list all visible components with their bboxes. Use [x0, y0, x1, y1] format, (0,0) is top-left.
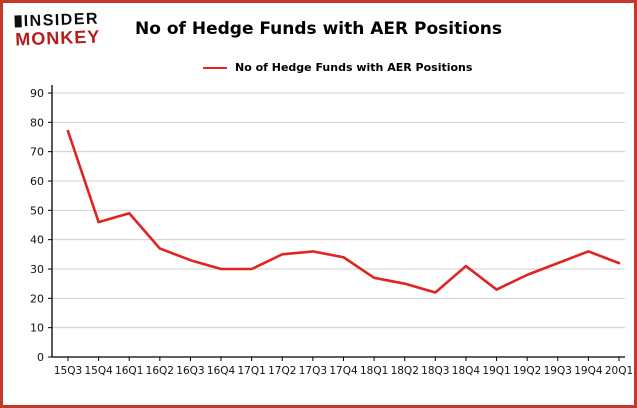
x-tick-label: 17Q2 — [268, 365, 296, 377]
x-tick-label: 15Q3 — [54, 365, 82, 377]
y-tick-label: 60 — [30, 175, 44, 188]
x-tick-label: 17Q3 — [299, 365, 327, 377]
y-tick-label: 90 — [30, 87, 44, 100]
x-tick-label: 16Q3 — [176, 365, 204, 377]
series-line — [66, 129, 621, 294]
x-tick-label: 16Q1 — [115, 365, 143, 377]
x-tick-label: 15Q4 — [84, 365, 113, 377]
x-tick-label: 17Q1 — [238, 365, 266, 377]
x-tick-label: 19Q3 — [544, 365, 572, 377]
y-tick-label: 20 — [30, 292, 44, 305]
legend-label: No of Hedge Funds with AER Positions — [235, 61, 473, 74]
x-tick-label: 16Q4 — [207, 365, 236, 377]
x-tick-label: 18Q4 — [452, 365, 481, 377]
y-tick-label: 0 — [37, 351, 44, 364]
y-tick-label: 10 — [30, 322, 44, 335]
x-tick-label: 17Q4 — [329, 365, 358, 377]
x-tick-label: 19Q2 — [513, 365, 541, 377]
chart-title: No of Hedge Funds with AER Positions — [135, 19, 502, 39]
legend: No of Hedge Funds with AER Positions — [203, 61, 472, 74]
y-tick-label: 70 — [30, 146, 44, 159]
x-tick-label: 18Q1 — [360, 365, 388, 377]
y-tick-label: 80 — [30, 116, 44, 129]
y-tick-label: 30 — [30, 263, 44, 276]
x-tick-label: 18Q3 — [421, 365, 449, 377]
x-tick-label: 16Q2 — [146, 365, 174, 377]
x-tick-label: 20Q1 — [605, 365, 633, 377]
line-chart: 0 10 20 30 40 50 60 70 80 90 15Q3 15Q4 16Q1 16Q2 16Q3 1… — [3, 81, 634, 405]
x-tick-label: 19Q4 — [574, 365, 603, 377]
y-tick-label: 40 — [30, 234, 44, 247]
x-tick-label: 18Q2 — [391, 365, 419, 377]
legend-line-swatch — [203, 66, 227, 69]
y-tick-label: 50 — [30, 204, 44, 217]
x-tick-label: 19Q1 — [482, 365, 510, 377]
